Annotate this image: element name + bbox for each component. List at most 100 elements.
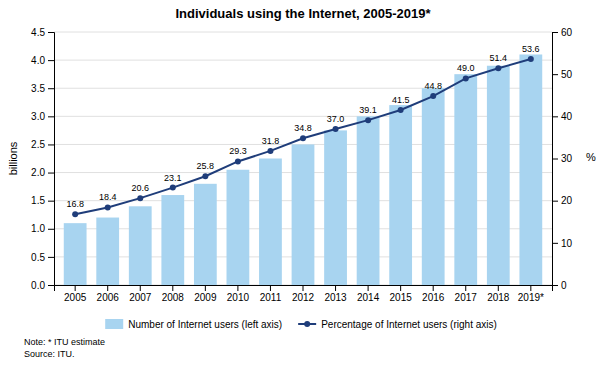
x-tick: 2014 <box>357 285 380 303</box>
x-axis: 2005200620072008200920102011201220132014… <box>55 285 553 303</box>
x-tick: 2018 <box>487 285 510 303</box>
tick-mark <box>552 32 558 33</box>
tick-mark <box>270 285 271 291</box>
x-tick: 2015 <box>390 285 413 303</box>
bar <box>227 170 250 285</box>
data-label: 18.4 <box>99 192 117 202</box>
tick-label: 50 <box>561 69 573 80</box>
tick-label: 2011 <box>260 292 282 303</box>
tick-label: 2019* <box>518 292 544 303</box>
data-label: 31.8 <box>262 136 280 146</box>
point <box>235 158 241 164</box>
data-label: 49.0 <box>457 63 475 73</box>
tick-mark <box>530 285 531 291</box>
bar <box>96 218 119 285</box>
tick-label: 20 <box>561 195 573 206</box>
tick-mark <box>140 285 141 291</box>
tick-label: 0 <box>561 280 567 291</box>
tick-label: 2016 <box>422 292 445 303</box>
legend-item: Number of Internet users (left axis) <box>105 319 282 330</box>
y-tick: 3.0 <box>31 111 54 122</box>
tick-mark <box>48 60 54 61</box>
bar <box>64 223 87 285</box>
x-tick: 2008 <box>162 285 185 303</box>
tick-mark <box>48 201 54 202</box>
x-tick: 2013 <box>324 285 347 303</box>
x-tick: 2012 <box>292 285 315 303</box>
point <box>333 126 339 132</box>
tick-mark <box>48 285 54 286</box>
tick-mark <box>552 116 558 117</box>
tick-mark <box>205 285 206 291</box>
plot-area: 2005200620072008200920102011201220132014… <box>31 27 572 303</box>
tick-mark <box>368 285 369 291</box>
x-tick: 2007 <box>129 285 152 303</box>
y-tick: 1.0 <box>31 223 54 234</box>
tick-mark <box>465 285 466 291</box>
grid <box>54 32 552 285</box>
legend-item: Percentage of Internet users (right axis… <box>298 319 497 330</box>
tick-mark <box>48 144 54 145</box>
tick-label: 2005 <box>64 292 87 303</box>
tick-label: 2010 <box>227 292 250 303</box>
legend-swatch <box>105 319 123 329</box>
point <box>528 56 534 62</box>
line <box>75 59 531 214</box>
point <box>430 93 436 99</box>
data-label: 41.5 <box>392 95 410 105</box>
tick-label: 10 <box>561 238 573 249</box>
data-label: 20.6 <box>131 183 149 193</box>
y-tick: 4.5 <box>31 27 54 38</box>
point <box>365 117 371 123</box>
tick-label: 60 <box>561 27 573 38</box>
tick-mark <box>433 285 434 291</box>
y-tick: 4.0 <box>31 55 54 66</box>
tick-label: 1.0 <box>31 223 45 234</box>
tick-label: 2012 <box>292 292 315 303</box>
bar <box>422 88 445 285</box>
tick-mark <box>48 257 54 258</box>
tick-label: 2.5 <box>31 139 45 150</box>
data-labels: 16.818.420.623.125.829.331.834.837.039.1… <box>66 44 539 209</box>
data-label: 23.1 <box>164 173 182 183</box>
tick-label: 2014 <box>357 292 380 303</box>
bar <box>324 130 347 285</box>
tick-label: 40 <box>561 111 573 122</box>
tick-label: 4.5 <box>31 27 45 38</box>
bar <box>519 54 542 285</box>
tick-mark <box>107 285 108 291</box>
legend-label: Number of Internet users (left axis) <box>128 319 282 330</box>
tick-label: 30 <box>561 153 573 164</box>
tick-label: 2.0 <box>31 167 45 178</box>
tick-mark <box>48 173 54 174</box>
y-tick: 1.5 <box>31 195 54 206</box>
tick-label: 2017 <box>455 292 478 303</box>
tick-mark <box>335 285 336 291</box>
axis-line <box>553 33 559 286</box>
data-label: 29.3 <box>229 146 247 156</box>
tick-mark <box>48 229 54 230</box>
y2-tick: 60 <box>552 27 573 38</box>
tick-mark <box>552 285 558 286</box>
tick-label: 2008 <box>162 292 185 303</box>
data-label: 39.1 <box>359 105 377 115</box>
x-tick: 2019* <box>518 285 544 303</box>
tick-label: 2007 <box>129 292 152 303</box>
marks <box>64 54 542 285</box>
point <box>267 148 273 154</box>
tick-mark <box>48 32 54 33</box>
bar <box>129 206 152 285</box>
y-tick: 2.5 <box>31 139 54 150</box>
y-axis: 0.00.51.01.52.02.53.03.54.04.5 <box>31 27 54 291</box>
x-tick: 2016 <box>422 285 445 303</box>
tick-label: 3.5 <box>31 83 45 94</box>
y2-tick: 20 <box>552 195 573 206</box>
x-tick: 2010 <box>227 285 250 303</box>
tick-mark <box>498 285 499 291</box>
x-tick: 2005 <box>64 285 87 303</box>
tick-label: 1.5 <box>31 195 45 206</box>
y2-tick: 50 <box>552 69 573 80</box>
axis-line <box>55 286 553 292</box>
legend-label: Percentage of Internet users (right axis… <box>321 319 497 330</box>
data-label: 53.6 <box>522 44 540 54</box>
